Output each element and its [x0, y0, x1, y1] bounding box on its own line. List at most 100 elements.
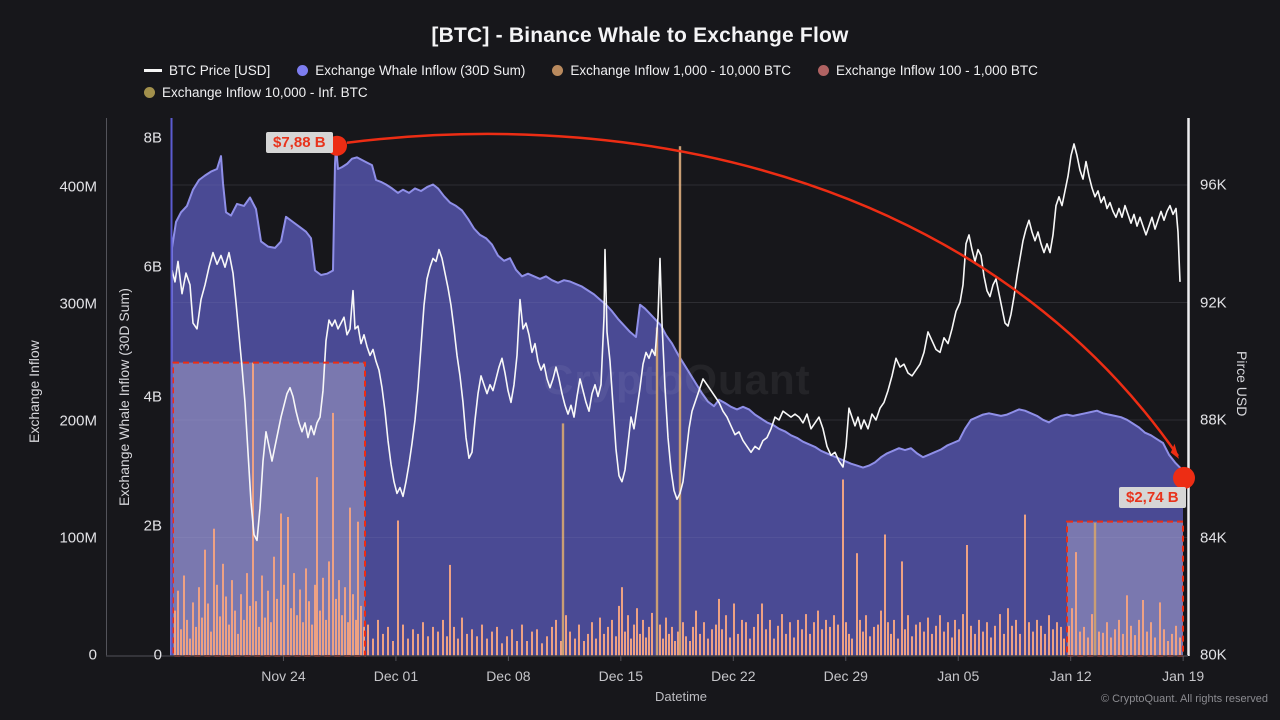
- inflow-bar-small: [1134, 635, 1136, 656]
- inflow-bar-small: [466, 633, 468, 656]
- inflow-bar-small: [1102, 632, 1104, 656]
- x-tick-Jan-05: Jan 05: [937, 668, 980, 684]
- inflow-bar-small: [982, 631, 984, 656]
- inflow-bar-small: [692, 626, 694, 656]
- inflow-bar-large: [678, 146, 682, 656]
- inflow-bar-small: [781, 614, 783, 656]
- inflow-bar-small: [618, 605, 620, 656]
- inflow-bar-small: [273, 556, 275, 656]
- inflow-bar-small: [651, 612, 653, 656]
- inflow-bar-small: [407, 638, 409, 656]
- inflow-bar-large: [561, 423, 565, 656]
- legend-item-4[interactable]: Exchange Inflow 10,000 - Inf. BTC: [144, 85, 368, 100]
- inflow-bar-small: [765, 629, 767, 656]
- inflow-bar-small: [516, 641, 518, 656]
- inflow-bar-small: [335, 598, 337, 656]
- inflow-bar-small: [809, 633, 811, 656]
- inflow-bar-small: [1087, 637, 1089, 656]
- inflow-tick-100M: 100M: [59, 529, 97, 547]
- inflow-bar-small: [222, 563, 224, 656]
- inflow-bar-small: [302, 622, 304, 656]
- inflow-bar-small: [699, 633, 701, 656]
- inflow-bar-small: [471, 629, 473, 656]
- inflow-bar-small: [225, 596, 227, 656]
- inflow-bar-small: [1075, 552, 1077, 656]
- inflow-bar-small: [174, 610, 176, 656]
- annotation-max-label: $7,88 B: [266, 132, 333, 153]
- inflow-bar-small: [753, 626, 755, 656]
- inflow-bar-small: [821, 629, 823, 656]
- inflow-bar-small: [293, 573, 295, 656]
- legend-item-0[interactable]: BTC Price [USD]: [144, 63, 270, 78]
- inflow-bar-small: [560, 641, 562, 656]
- inflow-bar-small: [501, 643, 503, 656]
- inflow-bar-small: [837, 624, 839, 656]
- inflow-bar-small: [461, 617, 463, 656]
- inflow-bar-small: [947, 622, 949, 656]
- inflow-bar-small: [591, 622, 593, 656]
- inflow-bar-small: [695, 610, 697, 656]
- x-tick-Jan-12: Jan 12: [1049, 668, 1092, 684]
- legend-item-1[interactable]: Exchange Whale Inflow (30D Sum): [297, 63, 525, 78]
- inflow-bar-small: [541, 643, 543, 656]
- inflow-bar-small: [630, 638, 632, 656]
- inflow-bar-small: [974, 633, 976, 656]
- inflow-bar-small: [1163, 629, 1165, 656]
- legend-item-3[interactable]: Exchange Inflow 100 - 1,000 BTC: [818, 63, 1038, 78]
- inflow-bar-small: [511, 629, 513, 656]
- inflow-bar-small: [757, 614, 759, 656]
- inflow-bar-small: [627, 615, 629, 656]
- inflow-bar-small: [1036, 619, 1038, 656]
- inflow-bar-small: [595, 638, 597, 656]
- inflow-bar-small: [427, 636, 429, 656]
- inflow-bar-small: [357, 521, 359, 656]
- inflow-bar-small: [228, 624, 230, 656]
- whale-tick-0: 0: [153, 646, 162, 664]
- inflow-bar-small: [685, 636, 687, 656]
- inflow-bar-small: [587, 633, 589, 656]
- inflow-bar-small: [884, 534, 886, 656]
- inflow-bar-small: [264, 617, 266, 656]
- legend-item-2[interactable]: Exchange Inflow 1,000 - 10,000 BTC: [552, 63, 791, 78]
- inflow-bar-small: [276, 598, 278, 656]
- inflow-bar-small: [1114, 629, 1116, 656]
- inflow-bar-small: [422, 622, 424, 656]
- inflow-bar-small: [322, 577, 324, 656]
- inflow-bar-small: [813, 622, 815, 656]
- price-axis-title: Pirce USD: [1234, 351, 1250, 417]
- inflow-bar-small: [308, 601, 310, 656]
- legend-row-2: Exchange Inflow 10,000 - Inf. BTC: [144, 85, 368, 100]
- inflow-bar-small: [328, 561, 330, 656]
- btc-price-line: [171, 143, 1181, 542]
- x-tick-Dec-29: Dec 29: [823, 668, 868, 684]
- inflow-bar-small: [551, 626, 553, 656]
- inflow-bar-small: [851, 638, 853, 656]
- inflow-bar-small: [707, 638, 709, 656]
- inflow-tick-400M: 400M: [59, 178, 97, 196]
- x-axis-title: Datetime: [655, 689, 708, 704]
- legend-label: Exchange Inflow 10,000 - Inf. BTC: [162, 85, 368, 100]
- inflow-bar-small: [290, 608, 292, 656]
- trend-arrow-curve: [346, 132, 1180, 457]
- legend-dot-marker-icon: [552, 65, 564, 76]
- inflow-bar-small: [536, 629, 538, 656]
- inflow-bar-small: [682, 622, 684, 656]
- whale-inflow-area: [171, 145, 1183, 657]
- inflow-bar-small: [177, 590, 179, 656]
- inflow-bar-small: [1007, 608, 1009, 656]
- end-marker-dot: [1173, 466, 1195, 489]
- inflow-bar-small: [789, 622, 791, 656]
- inflow-bar-small: [1171, 633, 1173, 656]
- inflow-bar-small: [198, 587, 200, 656]
- inflow-bar-small: [1126, 595, 1128, 656]
- x-tick-Dec-08: Dec 08: [486, 668, 531, 684]
- whale-tick-6B: 6B: [143, 258, 162, 276]
- annotation-min-label: $2,74 B: [1119, 487, 1186, 508]
- inflow-bar-small: [453, 626, 455, 656]
- inflow-bar-small: [565, 615, 567, 656]
- inflow-bar-small: [243, 619, 245, 656]
- inflow-bar-small: [360, 605, 362, 656]
- inflow-bar-small: [287, 517, 289, 656]
